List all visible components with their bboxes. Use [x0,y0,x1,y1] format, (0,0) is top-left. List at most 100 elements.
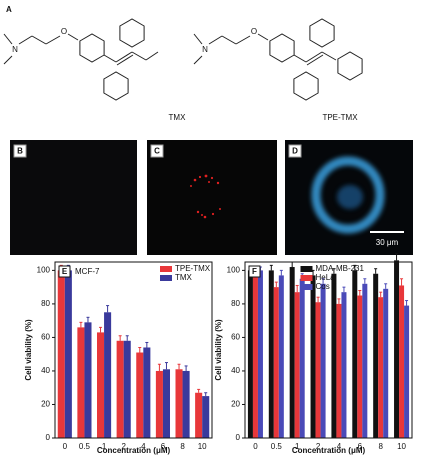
bar [278,275,284,438]
bar [104,312,112,438]
bar [257,270,263,438]
x-tick-label: 10 [198,442,207,451]
x-tick-label: 2 [316,442,321,451]
panel-label: D [292,147,298,156]
bond [131,51,147,61]
bond [116,54,134,66]
bond [3,33,13,45]
bond [293,54,307,63]
bar [155,370,163,438]
ring [79,33,105,63]
bond [115,51,133,63]
legend-label: TPE-TMX [175,264,211,273]
panel-label: A [6,5,12,14]
bar [320,283,326,438]
bond [257,33,269,41]
bar [123,340,131,438]
structures: N O N O [3,18,363,101]
bar [77,327,85,438]
red-signal [190,174,221,219]
bar [84,322,92,438]
bond [67,33,79,41]
legend-swatch [160,275,172,281]
bar [399,285,405,438]
atom: N [12,45,18,54]
bond [321,51,337,61]
ring [269,33,295,63]
bar [294,292,300,438]
x-tick-label: 8 [180,442,185,451]
bar [182,370,190,438]
bar [357,295,363,438]
x-tick-label: 6 [358,442,363,451]
bar [378,297,384,438]
scale-bar-label: 30 μm [376,238,399,247]
x-tick-label: 0 [253,442,258,451]
bar [202,396,210,438]
bar [299,278,305,438]
legend-label: MDA-MB-231 [316,264,365,273]
bond [235,35,251,45]
bond [221,35,237,45]
bar [96,332,105,438]
x-tick-label: 6 [161,442,166,451]
x-tick-label: 4 [141,442,146,451]
micrograph [147,140,277,255]
bar [341,292,347,438]
annotation: MCF-7 [75,267,100,276]
bar [143,347,151,438]
panel-label: C [154,147,160,156]
x-axis-title: Concentration (μM) [292,446,366,455]
bar [195,392,203,438]
atom: O [61,27,67,36]
blue-signal [311,156,385,234]
bond [193,33,203,45]
legend-swatch [300,266,313,272]
x-axis-title: Concentration (μM) [97,446,171,455]
bar [136,352,144,438]
bar [175,369,183,438]
x-tick-label: 4 [337,442,342,451]
bar [252,270,258,438]
ring [309,18,335,48]
bar [336,303,342,438]
structure-name: TPE-TMX [322,113,358,122]
legend-swatch [300,275,313,281]
ring [293,71,319,101]
bar [404,305,410,438]
legend-label: HeLa [316,273,336,282]
bar [247,270,253,438]
x-tick-label: 1 [295,442,300,451]
bar [315,302,321,438]
panel-label-box [13,144,302,158]
bond [193,55,203,65]
micrograph [10,140,137,255]
y-tick-label: 100 [37,265,51,274]
x-tick-label: 0.5 [79,442,91,451]
y-tick-label: 0 [236,433,241,442]
y-tick-label: 20 [41,400,50,409]
atom: N [202,45,208,54]
ring [119,18,145,48]
bond [103,54,117,63]
y-tick-label: 80 [41,299,50,308]
panel-label: E [62,267,68,276]
bar [352,270,358,438]
ring [103,71,129,101]
bar [64,270,72,438]
structure-name: TMX [169,113,187,122]
bond [45,35,61,45]
panel-label: F [252,267,257,276]
y-axis-title: Cell viability (%) [24,319,33,381]
bond [145,51,159,61]
legend-label: TMX [175,273,193,282]
ring [337,51,363,81]
atom: O [251,27,257,36]
legend-swatch [160,266,172,272]
y-axis-title: Cell viability (%) [214,319,223,381]
bar [116,340,124,438]
x-tick-label: 0.5 [271,442,283,451]
legend-label: Cos 7 [316,282,337,291]
x-tick-label: 1 [102,442,107,451]
